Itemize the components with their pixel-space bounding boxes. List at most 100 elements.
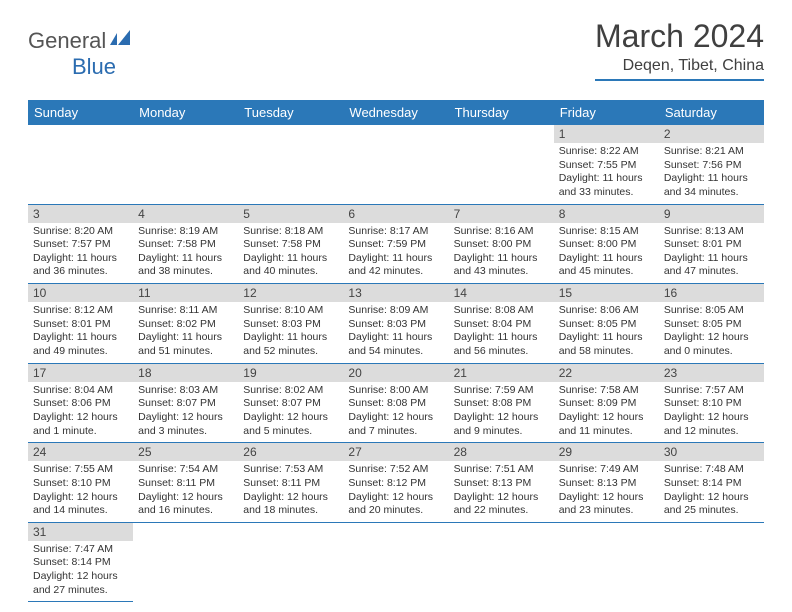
calendar-cell: 15Sunrise: 8:06 AMSunset: 8:05 PMDayligh… bbox=[554, 284, 659, 364]
day-details: Sunrise: 8:20 AMSunset: 7:57 PMDaylight:… bbox=[28, 223, 133, 284]
calendar-cell: 7Sunrise: 8:16 AMSunset: 8:00 PMDaylight… bbox=[449, 204, 554, 284]
day-number: 15 bbox=[554, 284, 659, 302]
day-details: Sunrise: 7:51 AMSunset: 8:13 PMDaylight:… bbox=[449, 461, 554, 522]
day-number: 29 bbox=[554, 443, 659, 461]
calendar-cell: 5Sunrise: 8:18 AMSunset: 7:58 PMDaylight… bbox=[238, 204, 343, 284]
day-number: 19 bbox=[238, 364, 343, 382]
calendar-table: Sunday Monday Tuesday Wednesday Thursday… bbox=[28, 100, 764, 602]
day-details: Sunrise: 8:12 AMSunset: 8:01 PMDaylight:… bbox=[28, 302, 133, 363]
day-number: 7 bbox=[449, 205, 554, 223]
day-details: Sunrise: 8:22 AMSunset: 7:55 PMDaylight:… bbox=[554, 143, 659, 204]
day-number: 14 bbox=[449, 284, 554, 302]
day-number: 13 bbox=[343, 284, 448, 302]
day-number: 10 bbox=[28, 284, 133, 302]
day-details: Sunrise: 8:13 AMSunset: 8:01 PMDaylight:… bbox=[659, 223, 764, 284]
weekday-header: Saturday bbox=[659, 100, 764, 125]
day-details: Sunrise: 7:47 AMSunset: 8:14 PMDaylight:… bbox=[28, 541, 133, 602]
calendar-cell: 21Sunrise: 7:59 AMSunset: 8:08 PMDayligh… bbox=[449, 363, 554, 443]
day-details: Sunrise: 8:15 AMSunset: 8:00 PMDaylight:… bbox=[554, 223, 659, 284]
day-number: 25 bbox=[133, 443, 238, 461]
calendar-cell: 27Sunrise: 7:52 AMSunset: 8:12 PMDayligh… bbox=[343, 443, 448, 523]
calendar-cell: 3Sunrise: 8:20 AMSunset: 7:57 PMDaylight… bbox=[28, 204, 133, 284]
day-number: 3 bbox=[28, 205, 133, 223]
weekday-header: Tuesday bbox=[238, 100, 343, 125]
calendar-cell bbox=[133, 125, 238, 204]
brand-text-1: General bbox=[28, 28, 106, 54]
day-details: Sunrise: 8:03 AMSunset: 8:07 PMDaylight:… bbox=[133, 382, 238, 443]
day-number: 23 bbox=[659, 364, 764, 382]
day-details: Sunrise: 8:16 AMSunset: 8:00 PMDaylight:… bbox=[449, 223, 554, 284]
day-number: 9 bbox=[659, 205, 764, 223]
calendar-cell: 20Sunrise: 8:00 AMSunset: 8:08 PMDayligh… bbox=[343, 363, 448, 443]
weekday-header-row: Sunday Monday Tuesday Wednesday Thursday… bbox=[28, 100, 764, 125]
calendar-cell: 23Sunrise: 7:57 AMSunset: 8:10 PMDayligh… bbox=[659, 363, 764, 443]
day-details: Sunrise: 8:00 AMSunset: 8:08 PMDaylight:… bbox=[343, 382, 448, 443]
day-details: Sunrise: 8:09 AMSunset: 8:03 PMDaylight:… bbox=[343, 302, 448, 363]
weekday-header: Friday bbox=[554, 100, 659, 125]
calendar-cell: 19Sunrise: 8:02 AMSunset: 8:07 PMDayligh… bbox=[238, 363, 343, 443]
calendar-cell: 25Sunrise: 7:54 AMSunset: 8:11 PMDayligh… bbox=[133, 443, 238, 523]
day-number: 30 bbox=[659, 443, 764, 461]
calendar-cell bbox=[343, 522, 448, 602]
calendar-cell: 18Sunrise: 8:03 AMSunset: 8:07 PMDayligh… bbox=[133, 363, 238, 443]
calendar-cell: 6Sunrise: 8:17 AMSunset: 7:59 PMDaylight… bbox=[343, 204, 448, 284]
day-number: 27 bbox=[343, 443, 448, 461]
day-details: Sunrise: 8:06 AMSunset: 8:05 PMDaylight:… bbox=[554, 302, 659, 363]
day-details: Sunrise: 7:52 AMSunset: 8:12 PMDaylight:… bbox=[343, 461, 448, 522]
page-title: March 2024 bbox=[595, 18, 764, 55]
calendar-cell: 4Sunrise: 8:19 AMSunset: 7:58 PMDaylight… bbox=[133, 204, 238, 284]
weekday-header: Thursday bbox=[449, 100, 554, 125]
calendar-row: 17Sunrise: 8:04 AMSunset: 8:06 PMDayligh… bbox=[28, 363, 764, 443]
day-number: 4 bbox=[133, 205, 238, 223]
calendar-cell: 13Sunrise: 8:09 AMSunset: 8:03 PMDayligh… bbox=[343, 284, 448, 364]
brand-text-2: Blue bbox=[72, 54, 116, 79]
day-details: Sunrise: 8:05 AMSunset: 8:05 PMDaylight:… bbox=[659, 302, 764, 363]
day-details: Sunrise: 8:10 AMSunset: 8:03 PMDaylight:… bbox=[238, 302, 343, 363]
day-number: 16 bbox=[659, 284, 764, 302]
title-block: March 2024 Deqen, Tibet, China bbox=[595, 18, 764, 81]
day-details: Sunrise: 7:54 AMSunset: 8:11 PMDaylight:… bbox=[133, 461, 238, 522]
day-details: Sunrise: 8:08 AMSunset: 8:04 PMDaylight:… bbox=[449, 302, 554, 363]
calendar-cell bbox=[449, 522, 554, 602]
calendar-cell: 8Sunrise: 8:15 AMSunset: 8:00 PMDaylight… bbox=[554, 204, 659, 284]
weekday-header: Wednesday bbox=[343, 100, 448, 125]
calendar-cell bbox=[28, 125, 133, 204]
day-number: 20 bbox=[343, 364, 448, 382]
calendar-cell bbox=[554, 522, 659, 602]
calendar-cell: 9Sunrise: 8:13 AMSunset: 8:01 PMDaylight… bbox=[659, 204, 764, 284]
calendar-cell bbox=[238, 125, 343, 204]
day-details: Sunrise: 7:58 AMSunset: 8:09 PMDaylight:… bbox=[554, 382, 659, 443]
day-number: 8 bbox=[554, 205, 659, 223]
calendar-row: 1Sunrise: 8:22 AMSunset: 7:55 PMDaylight… bbox=[28, 125, 764, 204]
calendar-cell: 14Sunrise: 8:08 AMSunset: 8:04 PMDayligh… bbox=[449, 284, 554, 364]
calendar-cell: 17Sunrise: 8:04 AMSunset: 8:06 PMDayligh… bbox=[28, 363, 133, 443]
day-details: Sunrise: 7:59 AMSunset: 8:08 PMDaylight:… bbox=[449, 382, 554, 443]
weekday-header: Monday bbox=[133, 100, 238, 125]
calendar-cell: 16Sunrise: 8:05 AMSunset: 8:05 PMDayligh… bbox=[659, 284, 764, 364]
location-text: Deqen, Tibet, China bbox=[595, 57, 764, 81]
day-details: Sunrise: 7:49 AMSunset: 8:13 PMDaylight:… bbox=[554, 461, 659, 522]
calendar-cell bbox=[238, 522, 343, 602]
calendar-cell: 10Sunrise: 8:12 AMSunset: 8:01 PMDayligh… bbox=[28, 284, 133, 364]
day-number: 24 bbox=[28, 443, 133, 461]
calendar-cell: 11Sunrise: 8:11 AMSunset: 8:02 PMDayligh… bbox=[133, 284, 238, 364]
day-number: 2 bbox=[659, 125, 764, 143]
calendar-cell: 12Sunrise: 8:10 AMSunset: 8:03 PMDayligh… bbox=[238, 284, 343, 364]
calendar-cell bbox=[133, 522, 238, 602]
day-details: Sunrise: 7:57 AMSunset: 8:10 PMDaylight:… bbox=[659, 382, 764, 443]
day-number: 31 bbox=[28, 523, 133, 541]
calendar-cell: 26Sunrise: 7:53 AMSunset: 8:11 PMDayligh… bbox=[238, 443, 343, 523]
day-number: 26 bbox=[238, 443, 343, 461]
calendar-cell: 29Sunrise: 7:49 AMSunset: 8:13 PMDayligh… bbox=[554, 443, 659, 523]
brand-logo: GeneralBlue bbox=[28, 26, 168, 86]
day-details: Sunrise: 7:48 AMSunset: 8:14 PMDaylight:… bbox=[659, 461, 764, 522]
calendar-cell: 31Sunrise: 7:47 AMSunset: 8:14 PMDayligh… bbox=[28, 522, 133, 602]
day-details: Sunrise: 8:11 AMSunset: 8:02 PMDaylight:… bbox=[133, 302, 238, 363]
day-number: 17 bbox=[28, 364, 133, 382]
calendar-cell bbox=[449, 125, 554, 204]
day-number: 5 bbox=[238, 205, 343, 223]
day-details: Sunrise: 8:19 AMSunset: 7:58 PMDaylight:… bbox=[133, 223, 238, 284]
calendar-cell bbox=[659, 522, 764, 602]
calendar-cell: 24Sunrise: 7:55 AMSunset: 8:10 PMDayligh… bbox=[28, 443, 133, 523]
day-details: Sunrise: 8:21 AMSunset: 7:56 PMDaylight:… bbox=[659, 143, 764, 204]
